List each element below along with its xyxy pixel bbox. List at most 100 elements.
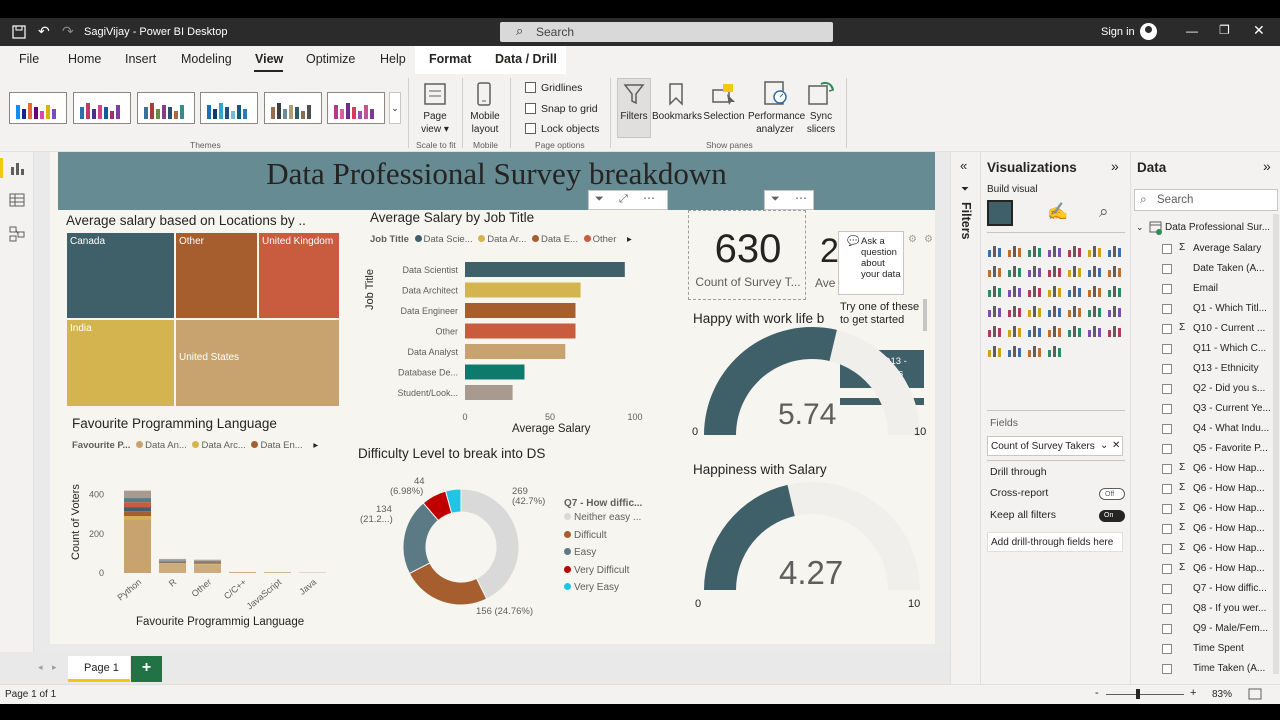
donut-slice[interactable] <box>460 488 520 600</box>
tab-file[interactable]: File <box>19 52 40 66</box>
field-name[interactable]: Q10 - Current ... <box>1193 323 1266 334</box>
sync-slicers-icon[interactable] <box>807 80 835 106</box>
legend-item[interactable]: Other <box>592 234 617 245</box>
python-visual-icon[interactable] <box>987 324 1003 338</box>
treemap-cell[interactable]: United States <box>175 319 340 407</box>
legend-item[interactable]: Data Scie... <box>423 234 473 245</box>
field-checkbox[interactable] <box>1162 384 1172 394</box>
page-tab[interactable]: Page 1 <box>68 656 130 682</box>
language-bar-segment[interactable] <box>159 563 186 564</box>
undo-icon[interactable]: ↶ <box>38 23 50 39</box>
avatar[interactable] <box>1140 23 1157 40</box>
legend-item[interactable]: Easy <box>564 547 641 565</box>
language-bar-segment[interactable] <box>124 502 151 508</box>
field-name[interactable]: Q6 - How Hap... <box>1193 563 1265 574</box>
field-checkbox[interactable] <box>1162 664 1172 674</box>
table-icon[interactable] <box>1067 304 1083 318</box>
filters-pane-button[interactable] <box>617 78 651 138</box>
trophy-icon[interactable] <box>1107 324 1123 338</box>
field-name[interactable]: Q6 - How Hap... <box>1193 463 1265 474</box>
field-checkbox[interactable] <box>1162 284 1172 294</box>
gauge-fill[interactable] <box>704 327 837 435</box>
field-name[interactable]: Time Spent <box>1193 643 1244 654</box>
field-well-item[interactable]: Count of Survey Takers ⌄ ✕ <box>987 436 1123 456</box>
filters-pane-collapsed[interactable]: « ⏷ Filters <box>950 152 980 684</box>
100-column-icon[interactable] <box>1087 244 1103 258</box>
performance-icon[interactable] <box>763 80 789 106</box>
model-view-icon[interactable] <box>9 226 25 242</box>
zoom-out-icon[interactable]: - <box>1095 687 1099 699</box>
kpi-icon[interactable] <box>1027 304 1043 318</box>
field-checkbox[interactable] <box>1162 524 1172 534</box>
card-icon[interactable] <box>987 304 1003 318</box>
ribbon-icon[interactable] <box>1067 264 1083 278</box>
report-view-icon[interactable] <box>9 160 25 176</box>
scatter-icon[interactable] <box>987 284 1003 298</box>
minimize-icon[interactable]: — <box>1186 24 1198 38</box>
zoom-slider-thumb[interactable] <box>1136 689 1140 699</box>
performance-button[interactable]: Performance analyzer <box>748 111 806 135</box>
donut-slice[interactable] <box>444 488 462 514</box>
keep-filters-toggle[interactable]: On <box>1099 510 1125 522</box>
field-checkbox[interactable] <box>1162 364 1172 374</box>
smart-narrative-icon[interactable] <box>1067 324 1083 338</box>
salary-bar[interactable] <box>465 323 576 339</box>
chevron-down-icon[interactable]: ⌄ <box>1100 440 1109 451</box>
field-checkbox[interactable] <box>1162 404 1172 414</box>
field-name[interactable]: Q3 - Current Ye... <box>1193 403 1271 414</box>
field-checkbox[interactable] <box>1162 244 1172 254</box>
collapse-data-icon[interactable]: » <box>1263 158 1271 174</box>
salary-happiness-gauge[interactable] <box>694 480 930 595</box>
filter-icon[interactable]: ⏷ <box>771 193 780 205</box>
map-icon[interactable] <box>1067 284 1083 298</box>
line-column-icon[interactable] <box>1027 264 1043 278</box>
field-name[interactable]: Q9 - Male/Fem... <box>1193 623 1269 634</box>
field-name[interactable]: Average Salary <box>1193 243 1262 254</box>
salary-bar[interactable] <box>465 344 566 359</box>
tab-insert[interactable]: Insert <box>125 52 157 66</box>
selection-icon[interactable] <box>711 82 737 106</box>
tab-format[interactable]: Format <box>429 52 472 66</box>
donut-slice[interactable] <box>408 562 488 606</box>
add-page-button[interactable]: + <box>131 656 162 682</box>
field-name[interactable]: Q7 - How diffic... <box>1193 583 1267 594</box>
gauge-icon[interactable] <box>1107 284 1123 298</box>
treemap-cell[interactable]: Other <box>175 232 258 319</box>
salary-bar-chart[interactable]: Data Scientist Data Architect Data Enginee… <box>380 258 660 423</box>
legend-item[interactable]: Very Difficult <box>564 565 641 583</box>
legend-item[interactable]: Data E... <box>541 234 578 245</box>
field-name[interactable]: Q6 - How Hap... <box>1193 503 1265 514</box>
field-name[interactable]: Q13 - Ethnicity <box>1193 363 1259 374</box>
close-icon[interactable]: ✕ <box>1253 22 1265 38</box>
legend-item[interactable]: Neither easy ... <box>564 512 641 530</box>
field-checkbox[interactable] <box>1162 484 1172 494</box>
language-bar-segment[interactable] <box>124 498 151 503</box>
r-visual-icon[interactable] <box>1107 304 1123 318</box>
next-page-icon[interactable]: ▸ <box>52 662 57 672</box>
field-checkbox[interactable] <box>1162 444 1172 454</box>
donut-icon[interactable] <box>1027 284 1043 298</box>
stacked-area-icon[interactable] <box>1007 264 1023 278</box>
field-name[interactable]: Q4 - What Indu... <box>1193 423 1270 434</box>
line-clustered-icon[interactable] <box>1047 264 1063 278</box>
field-checkbox[interactable] <box>1162 504 1172 514</box>
fit-page-icon[interactable] <box>1248 688 1262 700</box>
theme-6[interactable] <box>327 92 385 124</box>
language-bar-segment[interactable] <box>194 563 221 565</box>
field-name[interactable]: Q1 - Which Titl... <box>1193 303 1267 314</box>
themes-more-icon[interactable]: ⌄ <box>389 92 401 124</box>
data-scrollbar[interactable] <box>1273 214 1279 674</box>
collapse-viz-icon[interactable]: » <box>1111 158 1119 174</box>
lock-checkbox[interactable] <box>525 123 536 134</box>
bookmarks-button[interactable]: Bookmarks <box>651 111 702 122</box>
language-bar-segment[interactable] <box>194 563 221 564</box>
expand-filters-icon[interactable]: « <box>960 158 968 173</box>
field-checkbox[interactable] <box>1162 304 1172 314</box>
save-icon[interactable] <box>12 25 26 39</box>
prev-page-icon[interactable]: ◂ <box>38 662 43 672</box>
stacked-bar-icon[interactable] <box>987 244 1003 258</box>
field-checkbox[interactable] <box>1162 644 1172 654</box>
field-checkbox[interactable] <box>1162 544 1172 554</box>
selection-button[interactable]: Selection <box>703 111 745 122</box>
treemap-cell[interactable]: India <box>66 319 175 407</box>
